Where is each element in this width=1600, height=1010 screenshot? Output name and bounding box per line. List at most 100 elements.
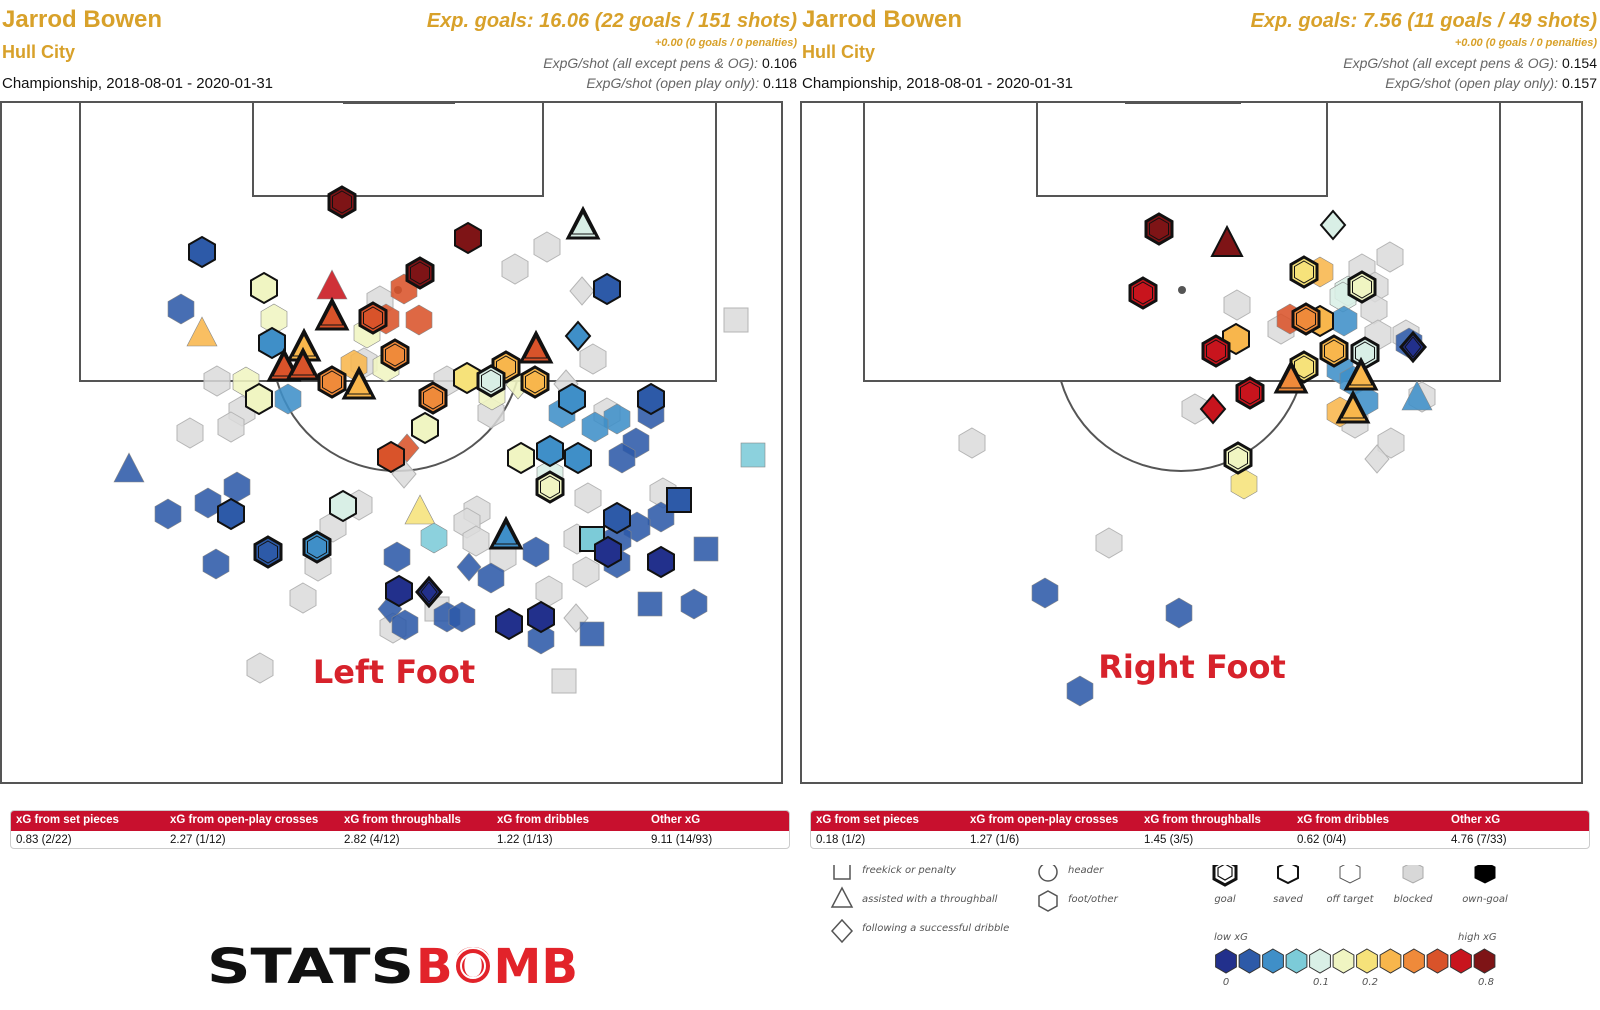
scale-color-swatch (1473, 948, 1496, 974)
shot-marker-square (693, 536, 719, 562)
shots-layer (958, 209, 1436, 707)
scale-color-swatch (1215, 948, 1237, 974)
competition-dates: Championship, 2018-08-01 - 2020-01-31 (2, 75, 274, 92)
shot-marker-diamond (564, 320, 592, 352)
scale-color-swatch (1332, 948, 1355, 974)
shot-marker-hexagon (454, 221, 482, 255)
shot-marker-hexagon (476, 364, 506, 398)
shot-marker-triangle (1273, 359, 1309, 394)
shot-marker-hexagon (1330, 305, 1358, 337)
shot-marker-hexagon (1289, 255, 1319, 289)
outcome-own-goal-label: own-goal (1462, 894, 1508, 905)
shot-marker-hexagon (167, 293, 195, 325)
scale-tick-0-2: 0.2 (1362, 977, 1378, 988)
six-yard-box (252, 101, 544, 197)
shot-marker-hexagon (558, 382, 586, 416)
xg-per-shot-open-label: ExpG/shot (open play only): (1385, 75, 1559, 91)
xg-value-dribbles: 0.62 (0/4) (1297, 834, 1347, 846)
xg-per-shot-line: ExpG/shot (all except pens & OG): 0.106 (543, 55, 797, 71)
outcome-saved-icon (1277, 865, 1299, 885)
scale-color-swatch (1450, 948, 1472, 974)
xg-per-shot-open-value: 0.118 (763, 75, 797, 91)
shot-marker-hexagon (581, 411, 609, 443)
xg-per-shot-open-line: ExpG/shot (open play only): 0.157 (1385, 75, 1597, 91)
shot-marker-hexagon (1144, 212, 1174, 246)
shot-marker-hexagon (527, 600, 555, 634)
xg-value-dribbles: 1.22 (1/13) (497, 834, 553, 846)
shot-marker-hexagon (274, 383, 302, 415)
outcome-saved-label: saved (1273, 894, 1303, 905)
shot-marker-hexagon (418, 381, 448, 415)
shot-marker-hexagon (1377, 427, 1405, 459)
shot-marker-hexagon (1350, 336, 1380, 370)
shot-marker-hexagon (405, 304, 433, 336)
shot-marker-hexagon (1128, 276, 1158, 310)
shot-marker-triangle (565, 205, 601, 240)
shot-marker-triangle (1210, 224, 1244, 257)
xg-header-crosses: xG from open-play crosses (970, 814, 1119, 826)
xg-breakdown-header-row (811, 811, 1589, 831)
shot-marker-hexagon (1376, 241, 1404, 273)
xg-headline: Exp. goals: 16.06 (22 goals / 151 shots) (426, 10, 797, 32)
xg-value-throughballs: 1.45 (3/5) (1144, 834, 1194, 846)
shot-marker-hexagon (680, 588, 708, 620)
shot-marker-hexagon (501, 253, 529, 285)
shot-marker-hexagon (593, 272, 621, 306)
scale-high-label: high xG (1458, 932, 1497, 943)
outcome-off-target-label: off target (1326, 894, 1374, 905)
legend-square-icon (833, 865, 851, 880)
shot-marker-diamond (1399, 330, 1427, 364)
shot-marker-triangle (518, 329, 554, 364)
shot-marker-square (740, 442, 766, 468)
scale-color-swatch (1309, 948, 1331, 974)
player-name: Jarrod Bowen (2, 6, 163, 33)
player-name: Jarrod Bowen (802, 6, 963, 33)
shot-marker-hexagon (608, 442, 636, 474)
shot-marker-triangle (488, 515, 524, 550)
outcome-own-goal-icon (1474, 865, 1496, 884)
penalty-line: +0.00 (0 goals / 0 penalties) (1454, 37, 1597, 49)
legend-diamond-label: following a successful dribble (862, 923, 1009, 934)
shot-marker-diamond (1199, 393, 1227, 425)
shot-marker-diamond (456, 552, 482, 582)
shot-marker-hexagon (520, 365, 550, 399)
shot-marker-hexagon (246, 652, 274, 684)
shots-layer (113, 185, 766, 694)
foot-title: Left Foot (313, 653, 475, 691)
shot-marker-square (723, 307, 749, 333)
outcome-goal-label: goal (1214, 894, 1236, 905)
shot-marker-hexagon (1235, 376, 1265, 410)
shot-marker-square (666, 487, 692, 513)
legend-hexagon-icon (1038, 890, 1058, 912)
shot-marker-hexagon (603, 501, 631, 535)
legend-circle-label: header (1068, 865, 1104, 876)
right-foot-panel: Jarrod Bowen Hull City Championship, 201… (800, 0, 1597, 1010)
shot-marker-hexagon (405, 256, 435, 290)
shot-marker-hexagon (203, 365, 231, 397)
shot-marker-hexagon (250, 271, 278, 305)
xg-breakdown-header-row (11, 811, 789, 831)
scale-color-swatch (1403, 948, 1425, 974)
xg-per-shot-line: ExpG/shot (all except pens & OG): 0.154 (1343, 55, 1597, 71)
penalty-arc (1060, 380, 1302, 472)
xg-header-dribbles: xG from dribbles (497, 814, 590, 826)
shot-marker-hexagon (202, 548, 230, 580)
shot-marker-hexagon (385, 574, 413, 608)
xg-header-other: Other xG (1451, 814, 1501, 826)
shot-marker-hexagon (527, 623, 555, 655)
xg-per-shot-open-label: ExpG/shot (open play only): (586, 75, 760, 91)
shot-map-left: Left Foot (0, 101, 783, 784)
shot-marker-hexagon (572, 556, 600, 588)
shot-marker-hexagon (1031, 577, 1059, 609)
shot-marker-hexagon (223, 471, 251, 503)
shot-marker-triangle (1343, 356, 1379, 391)
xg-per-shot-label: ExpG/shot (all except pens & OG): (543, 55, 759, 71)
shot-marker-hexagon (217, 497, 245, 531)
shot-marker-hexagon (564, 441, 592, 475)
xg-breakdown-table: xG from set pieces xG from open-play cro… (810, 810, 1590, 849)
scale-low-label: low xG (1214, 932, 1248, 943)
logo-text-bomb: BOMB (416, 940, 578, 990)
shot-marker-hexagon (637, 382, 665, 416)
shot-marker-triangle (113, 452, 145, 483)
shot-marker-triangle (314, 296, 350, 331)
